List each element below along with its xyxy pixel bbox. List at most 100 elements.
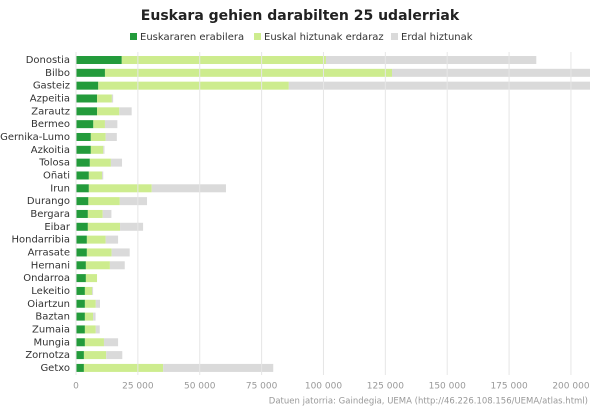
x-tick-label: 25 000 — [122, 382, 154, 392]
y-tick-label: Zornotza — [25, 350, 70, 361]
bar-segment — [76, 56, 122, 64]
bar-segment — [84, 338, 104, 347]
x-tick-label: 125 000 — [367, 382, 404, 392]
bar-segment — [111, 248, 130, 257]
bar-segment — [392, 68, 590, 77]
bar-segment — [76, 132, 91, 141]
legend-label: Euskararen erabilera — [140, 32, 244, 43]
bar-segment — [76, 248, 87, 257]
bar-segment — [95, 325, 100, 334]
y-tick-label: Zumaia — [32, 324, 70, 335]
y-tick-label: Tolosa — [38, 158, 70, 169]
bar-segment — [121, 56, 326, 64]
y-tick-label: Lekeitio — [31, 286, 70, 297]
bar-segment — [76, 351, 84, 360]
bar-segment — [110, 158, 123, 167]
bar-segment — [104, 120, 118, 129]
y-tick-label: Azkoitia — [31, 145, 70, 156]
bar-segment — [76, 209, 88, 218]
bar-segment — [89, 158, 111, 167]
bar-segment — [76, 363, 84, 372]
bar-segment — [76, 158, 90, 167]
bar-segment — [83, 351, 107, 360]
bar-segment — [76, 325, 85, 334]
bar-segment — [288, 81, 590, 90]
bar-segment — [86, 235, 106, 244]
x-tick-label: 175 000 — [490, 382, 527, 392]
y-tick-label: Irun — [50, 183, 70, 194]
bar-segment — [76, 120, 94, 129]
bar-segment — [103, 145, 105, 154]
bar-segment — [76, 68, 105, 77]
y-tick-label: Oñati — [43, 170, 70, 181]
y-tick-label: Hernani — [31, 260, 70, 271]
bar-segment — [87, 209, 103, 218]
legend-swatch — [254, 33, 261, 40]
bar-segment — [86, 248, 112, 257]
y-tick-label: Bilbo — [45, 68, 70, 79]
y-tick-label: Getxo — [40, 363, 70, 374]
bar-segment — [76, 286, 85, 295]
bar-segment — [76, 107, 98, 116]
y-tick-label: Zarautz — [31, 106, 70, 117]
y-tick-label: Eibar — [44, 222, 71, 233]
y-tick-label: Gasteiz — [33, 81, 70, 92]
bar-segment — [76, 274, 86, 283]
bar-segment — [76, 171, 89, 180]
bar-segment — [88, 197, 120, 206]
bar-segment — [76, 299, 85, 308]
bar-segment — [120, 222, 144, 231]
bar-segment — [98, 81, 289, 90]
y-tick-label: Durango — [27, 196, 70, 207]
bar-segment — [76, 338, 85, 347]
bar-segment — [76, 312, 85, 321]
bar-segment — [76, 145, 91, 154]
x-tick-label: 150 000 — [429, 382, 466, 392]
bar-segment — [85, 274, 98, 283]
bar-segment — [93, 312, 96, 321]
bar-segment — [97, 94, 112, 103]
bar-segment — [84, 299, 96, 308]
legend-label: Euskal hiztunak erdaraz — [264, 32, 384, 43]
bar-segment — [104, 68, 393, 77]
bar-segment — [106, 351, 123, 360]
x-tick-label: 75 000 — [246, 382, 278, 392]
y-tick-label: Baztan — [35, 312, 70, 323]
bar-segment — [109, 261, 125, 270]
x-tick-label: 200 000 — [552, 382, 589, 392]
bar-segment — [90, 132, 106, 141]
source: Datuen jatorria: Gaindegia, UEMA (http:/… — [269, 397, 588, 407]
y-tick-label: Oiartzun — [27, 299, 70, 310]
bar-segment — [101, 171, 104, 180]
bar-segment — [325, 56, 537, 64]
bar-segment — [111, 94, 114, 103]
y-tick-label: Bermeo — [31, 119, 70, 130]
bar-segment — [84, 325, 96, 334]
legend-swatch — [130, 33, 137, 40]
bar-segment — [102, 209, 112, 218]
x-tick-label: 50 000 — [184, 382, 216, 392]
bar-segment — [76, 81, 99, 90]
bar-segment — [103, 338, 119, 347]
bar-segment — [76, 94, 98, 103]
y-tick-label: Hondarribia — [11, 235, 70, 246]
x-tick-label: 100 000 — [305, 382, 342, 392]
y-tick-label: Arrasate — [28, 247, 70, 258]
chart-title: Euskara gehien darabilten 25 udalerriak — [141, 8, 460, 24]
bar-segment — [105, 235, 119, 244]
bar-segment — [85, 261, 110, 270]
plot — [76, 56, 590, 372]
bar-segment — [88, 171, 102, 180]
y-tick-label: Ondarroa — [23, 273, 70, 284]
bar-segment — [90, 145, 104, 154]
bar-segment — [119, 197, 148, 206]
legend-swatch — [391, 33, 398, 40]
bar-segment — [84, 312, 94, 321]
bar-segment — [93, 120, 105, 129]
y-tick-label: Mungia — [33, 337, 70, 348]
bar-segment — [88, 184, 152, 193]
y-tick-label: Gernika-Lumo — [0, 132, 70, 143]
bar-segment — [84, 286, 93, 295]
bar-segment — [151, 184, 226, 193]
